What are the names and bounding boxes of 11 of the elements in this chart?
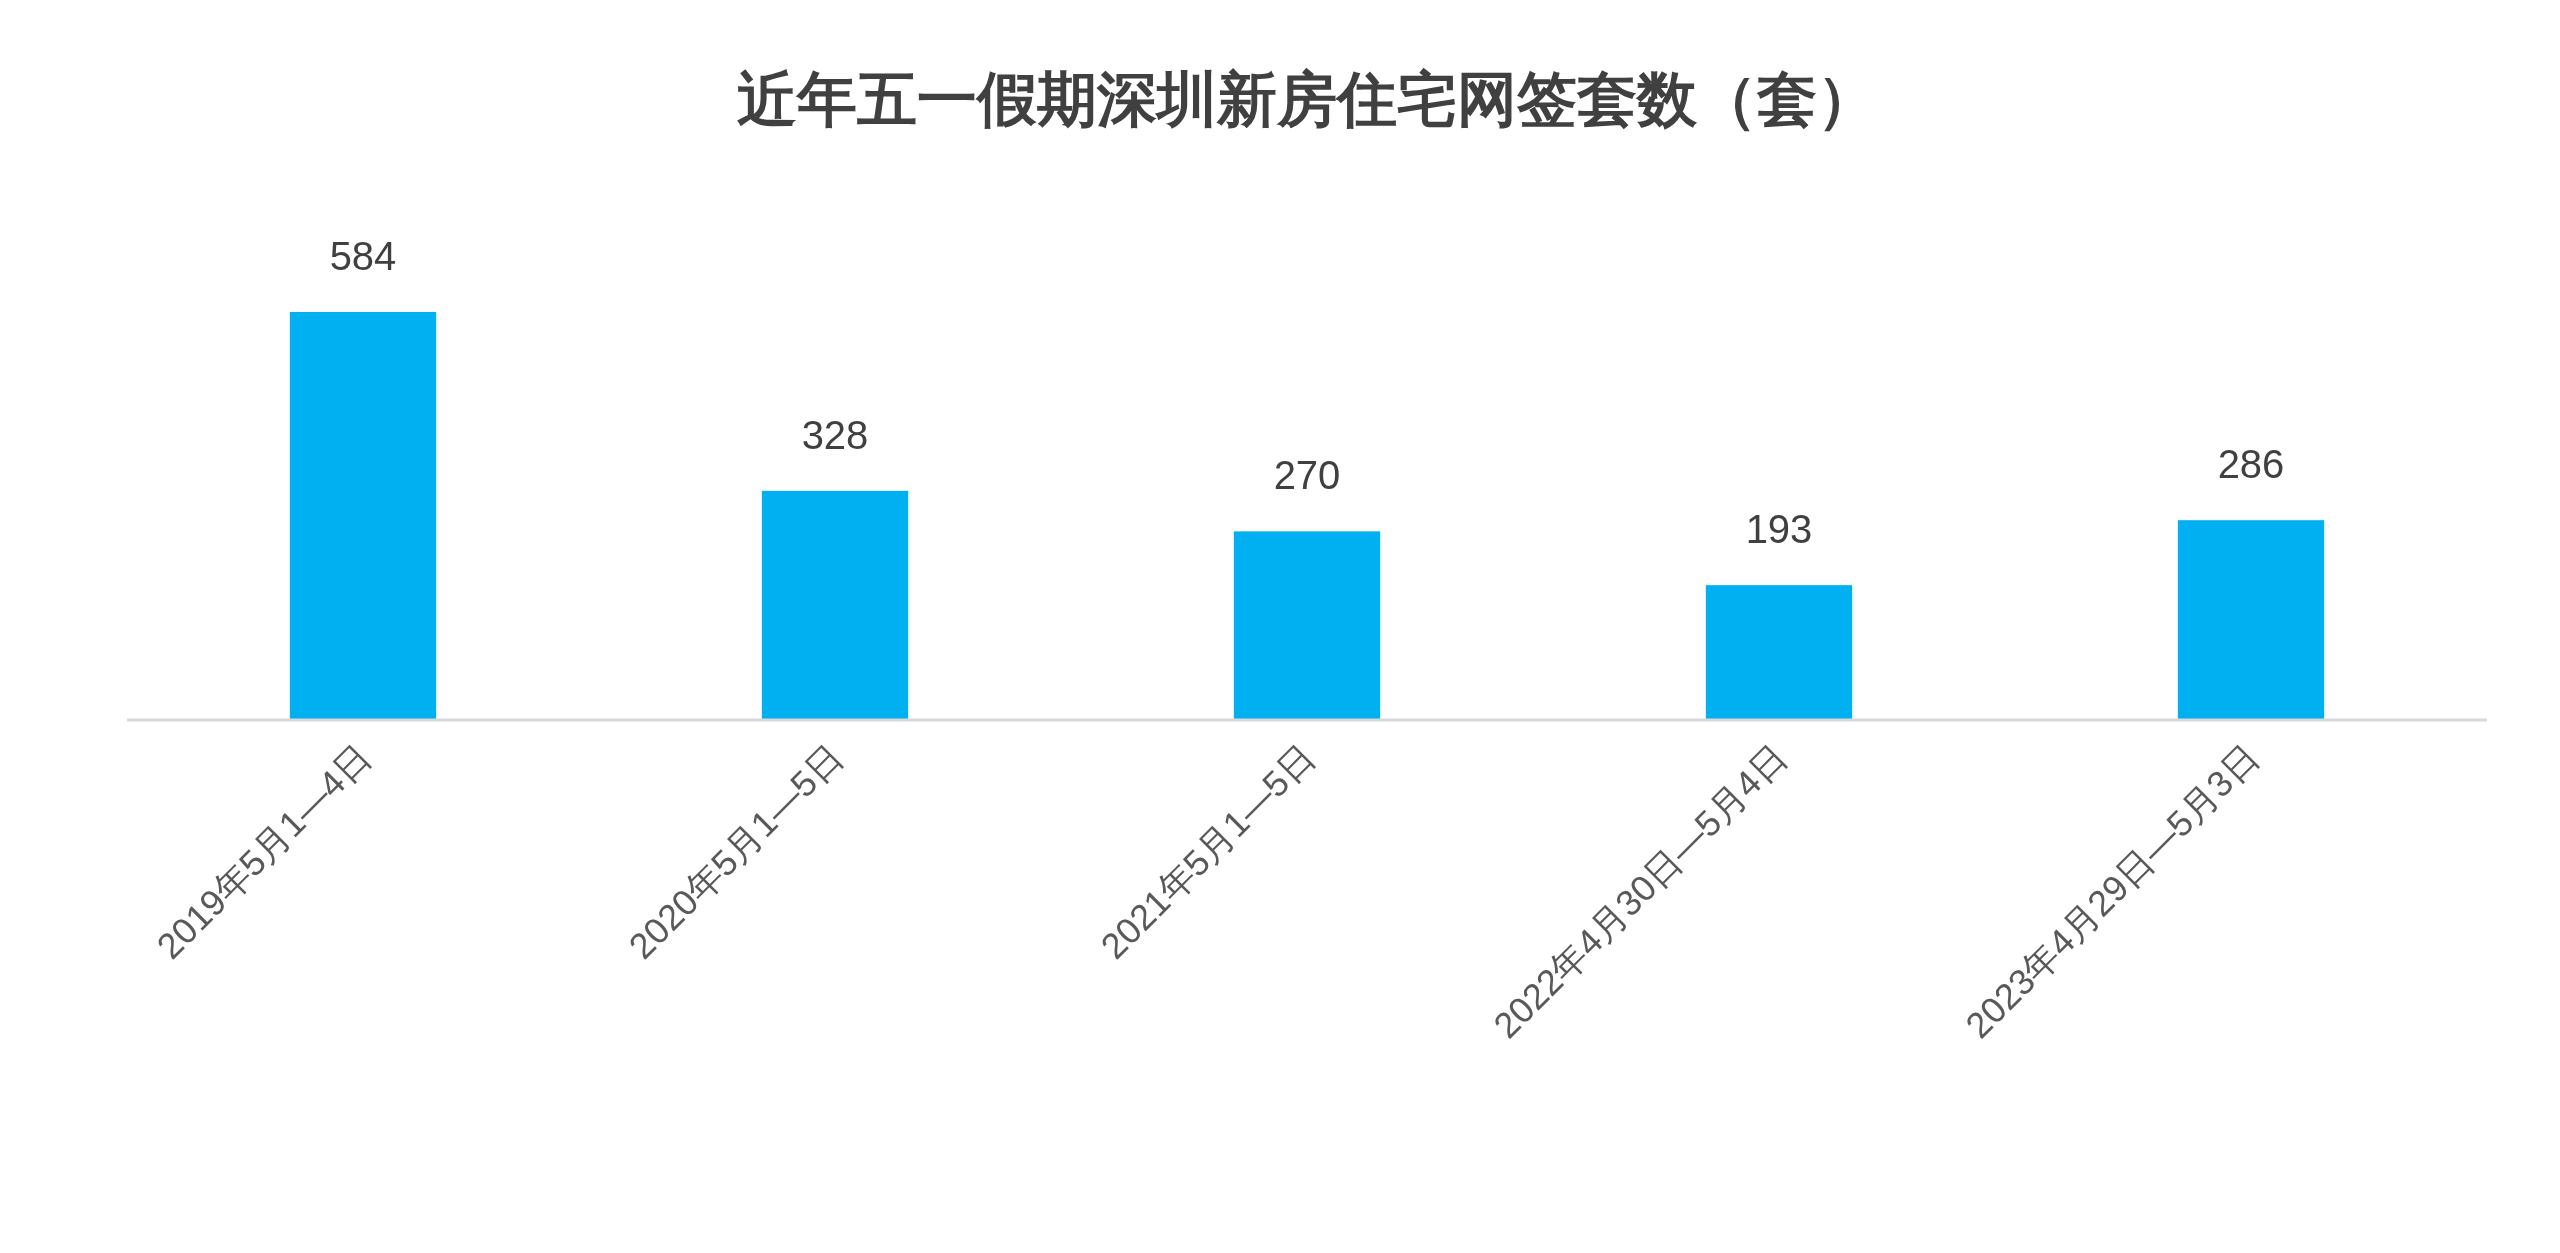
bar [1705, 585, 1853, 720]
bar [1233, 531, 1381, 720]
bar [761, 490, 909, 720]
data-label: 193 [1745, 507, 1813, 552]
data-label: 584 [329, 234, 397, 278]
bar [2177, 520, 2325, 720]
data-label: 286 [2217, 442, 2285, 487]
data-label: 328 [801, 412, 869, 457]
chart-title: 近年五一假期深圳新房住宅网签套数（套） [737, 66, 1877, 133]
data-label: 270 [1273, 453, 1341, 498]
bar [289, 312, 437, 720]
